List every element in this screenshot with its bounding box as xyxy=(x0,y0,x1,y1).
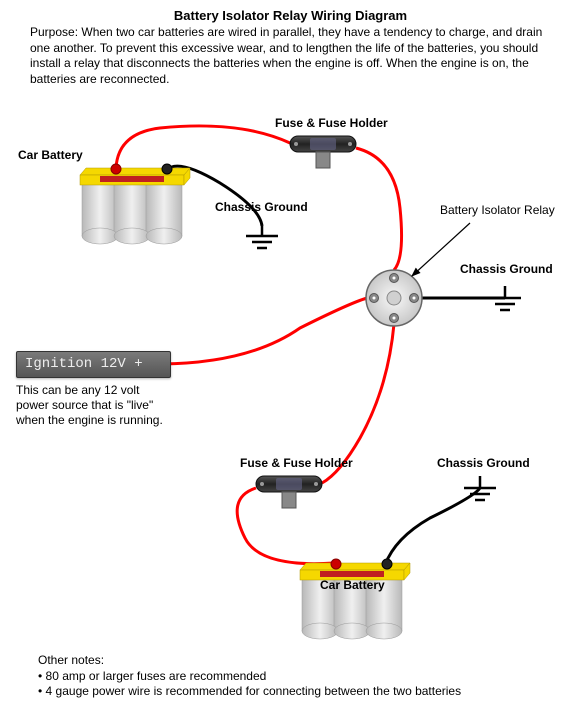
fuse-holder-2 xyxy=(256,476,322,508)
battery-2 xyxy=(300,559,410,639)
ground-symbol-1 xyxy=(246,226,278,248)
notes-heading: Other notes: xyxy=(38,653,461,669)
label-chassis-ground-3: Chassis Ground xyxy=(437,456,530,470)
battery-1 xyxy=(80,164,190,244)
label-fuse-1: Fuse & Fuse Holder xyxy=(275,116,388,130)
label-chassis-ground-2: Chassis Ground xyxy=(460,262,553,276)
label-fuse-2: Fuse & Fuse Holder xyxy=(240,456,353,470)
notes-line-2: • 4 gauge power wire is recommended for … xyxy=(38,684,461,700)
wire-fuse1-to-relay xyxy=(356,148,402,270)
label-relay: Battery Isolator Relay xyxy=(440,203,555,217)
wire-batt2-ground xyxy=(385,488,480,565)
label-car-battery-2: Car Battery xyxy=(320,578,385,592)
wire-batt1-to-fuse1 xyxy=(116,126,290,168)
fuse-holder-1 xyxy=(290,136,356,168)
label-car-battery-1: Car Battery xyxy=(18,148,83,162)
wire-ignition-to-relay xyxy=(162,298,367,364)
label-chassis-ground-1: Chassis Ground xyxy=(215,200,308,214)
notes-line-1: • 80 amp or larger fuses are recommended xyxy=(38,669,461,685)
other-notes: Other notes: • 80 amp or larger fuses ar… xyxy=(38,653,461,700)
ignition-note: This can be any 12 volt power source tha… xyxy=(16,383,171,428)
relay xyxy=(366,270,422,326)
ignition-box: Ignition 12V + xyxy=(16,351,171,378)
ground-symbol-2 xyxy=(489,286,521,310)
